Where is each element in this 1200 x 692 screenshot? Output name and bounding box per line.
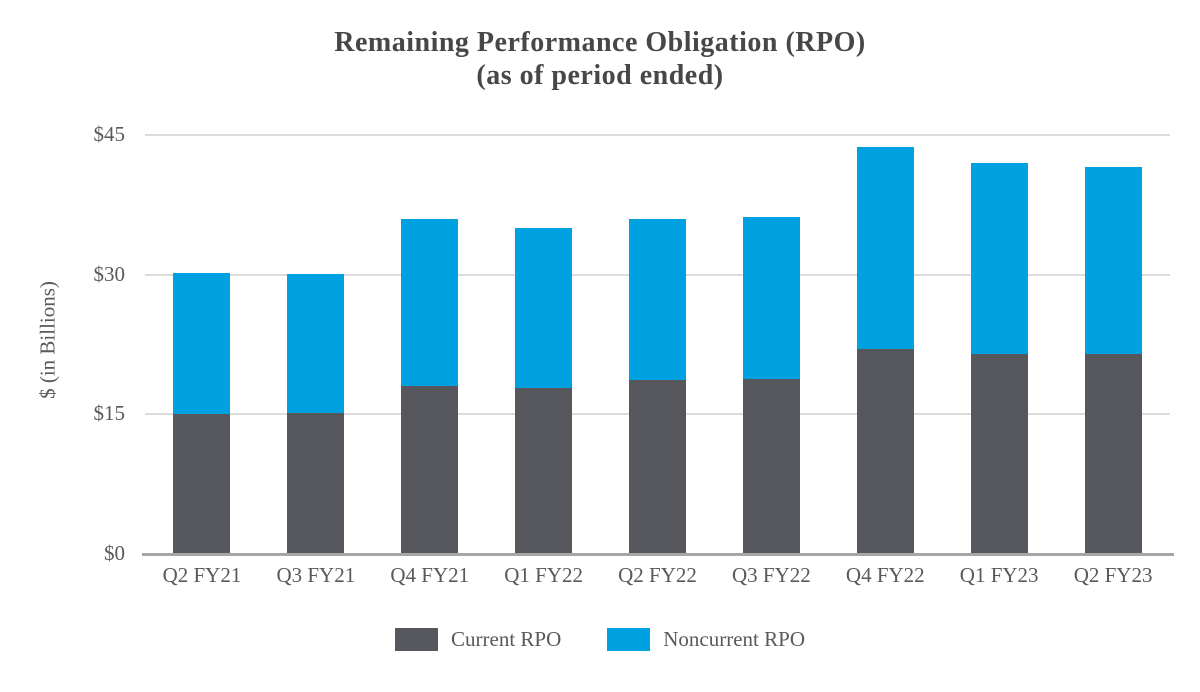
bar-column xyxy=(259,135,373,554)
bar-segment-current xyxy=(856,349,914,554)
bar-segment-current xyxy=(970,353,1028,554)
bar-column xyxy=(828,135,942,554)
y-axis-tick-labels: $45 $30 $15 $0 xyxy=(40,122,126,565)
y-tick-label: $15 xyxy=(93,401,126,426)
x-axis-label: Q2 FY21 xyxy=(162,563,242,587)
bar-stack xyxy=(515,228,573,554)
y-tick-label: $0 xyxy=(104,541,125,565)
bar-segment-current xyxy=(629,379,686,554)
legend-swatch-current xyxy=(395,628,438,651)
legend-item-current: Current RPO xyxy=(395,627,561,652)
bar-segment-current xyxy=(742,379,800,554)
bar-segment-noncurrent xyxy=(742,217,800,379)
x-axis-line xyxy=(142,553,1174,556)
bar-stack xyxy=(629,218,686,554)
bar-stack xyxy=(287,273,345,554)
bar-segment-noncurrent xyxy=(1084,166,1142,354)
bar-segment-noncurrent xyxy=(515,228,573,389)
bar-segment-current xyxy=(1084,353,1142,554)
y-tick-label: $30 xyxy=(93,261,126,286)
x-axis-label: Q3 FY22 xyxy=(732,563,811,587)
chart-legend: Current RPO Noncurrent RPO xyxy=(0,627,1200,652)
chart-title: Remaining Performance Obligation (RPO) (… xyxy=(0,26,1200,92)
x-axis-label: Q1 FY22 xyxy=(504,563,583,587)
bar-stack xyxy=(401,218,459,554)
bar-segment-noncurrent xyxy=(173,272,231,415)
legend-swatch-noncurrent xyxy=(607,628,651,651)
x-axis-label: Q4 FY21 xyxy=(390,563,470,587)
chart-title-line1: Remaining Performance Obligation (RPO) xyxy=(334,27,866,58)
x-axis-label: Q3 FY21 xyxy=(276,563,356,587)
bar-column xyxy=(1056,135,1170,554)
bar-stack xyxy=(173,272,231,554)
bar-stack xyxy=(970,162,1028,554)
bars-container xyxy=(145,135,1170,554)
bar-column xyxy=(487,135,601,554)
legend-label: Noncurrent RPO xyxy=(663,627,805,651)
bar-segment-noncurrent xyxy=(970,162,1028,354)
x-axis-label: Q4 FY22 xyxy=(845,563,925,587)
y-tick-label: $45 xyxy=(93,122,126,146)
bar-segment-noncurrent xyxy=(856,147,914,350)
x-axis-label: Q2 FY22 xyxy=(618,563,697,587)
legend-label: Current RPO xyxy=(451,627,562,651)
x-axis-labels: Q2 FY21 Q3 FY21 Q4 FY21 Q1 FY22 Q2 FY22 Q3 FY… xyxy=(145,563,1170,588)
legend-item-noncurrent: Noncurrent RPO xyxy=(607,627,805,652)
bar-stack xyxy=(1084,166,1142,554)
bar-column xyxy=(942,135,1056,554)
bar-segment-noncurrent xyxy=(401,218,459,387)
bar-segment-current xyxy=(173,414,231,554)
bar-segment-noncurrent xyxy=(629,218,686,380)
x-axis-label: Q1 FY23 xyxy=(959,563,1039,587)
bar-column xyxy=(601,135,715,554)
plot-area xyxy=(142,134,1174,556)
bar-column xyxy=(373,135,487,554)
bar-segment-current xyxy=(287,412,345,554)
bar-stack xyxy=(742,217,800,554)
bar-column xyxy=(145,135,259,554)
bar-segment-noncurrent xyxy=(287,273,345,413)
bar-segment-current xyxy=(401,386,459,554)
bar-stack xyxy=(856,147,914,554)
x-axis-label: Q2 FY23 xyxy=(1073,563,1153,587)
bar-column xyxy=(714,135,828,554)
chart-title-line2: (as of period ended) xyxy=(476,60,724,91)
bar-segment-current xyxy=(515,388,573,554)
